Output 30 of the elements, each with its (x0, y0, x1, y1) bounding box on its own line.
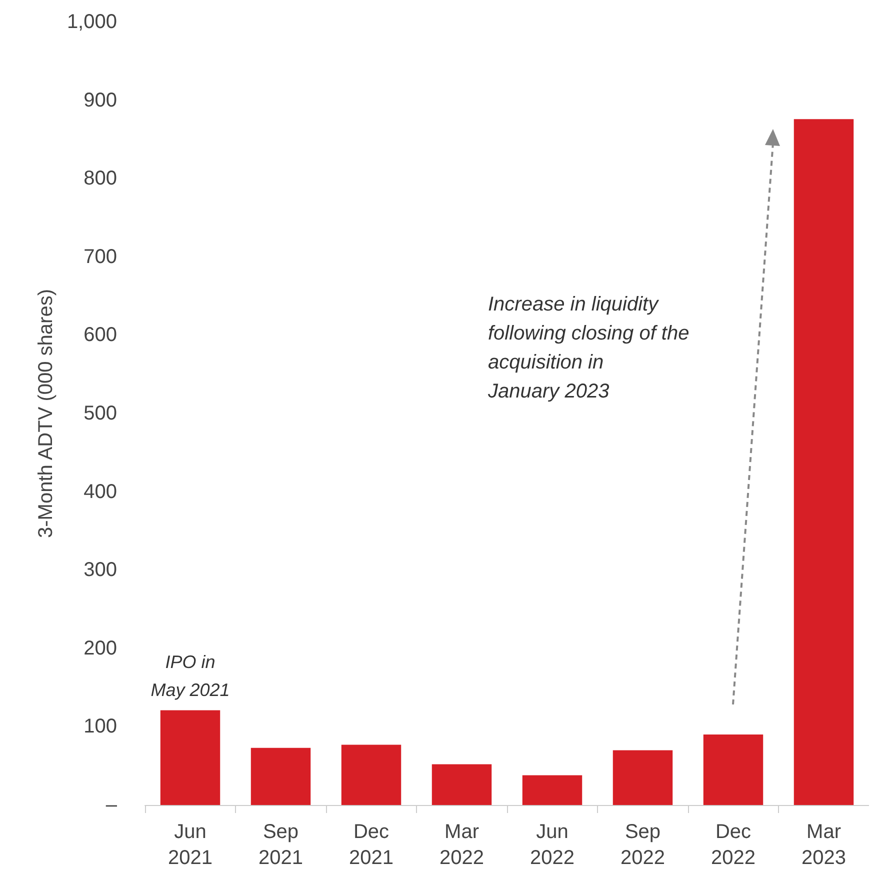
y-tick-label: 1,000 (66, 11, 117, 33)
bar (341, 744, 402, 805)
annotation: Increase in liquidity following closing of the acquisition in January 2023 (487, 294, 690, 402)
bar (612, 750, 673, 805)
y-tick-label: 800 (84, 168, 117, 190)
x-tick-label: Dec 2021 (349, 821, 394, 869)
x-tick-label: Mar 2022 (440, 821, 484, 869)
x-tick-label: Sep 2021 (258, 821, 303, 869)
y-axis-title: 3-Month ADTV (000 shares) (35, 289, 58, 538)
x-tick-label: Mar 2023 (802, 821, 846, 869)
y-tick-label: – (106, 794, 118, 816)
y-tick-label: 200 (84, 637, 117, 660)
y-tick-label: 900 (84, 89, 117, 112)
bar (522, 775, 582, 805)
y-tick-label: 300 (84, 559, 117, 582)
bar (432, 764, 492, 805)
y-tick-label: 600 (84, 324, 117, 346)
y-tick-label: 100 (84, 716, 117, 738)
bar (794, 119, 854, 805)
y-tick-label: 400 (84, 480, 117, 503)
bar (250, 748, 311, 805)
bar (703, 734, 764, 805)
y-tick-label: 700 (84, 246, 117, 268)
x-tick-label: Jun 2021 (168, 821, 212, 869)
x-tick-label: Dec 2022 (711, 821, 756, 869)
annotation: IPO in May 2021 (150, 652, 230, 700)
bar (160, 710, 220, 805)
y-tick-label: 500 (84, 402, 117, 424)
x-tick-label: Sep 2022 (620, 821, 665, 869)
x-tick-label: Jun 2022 (530, 821, 574, 869)
